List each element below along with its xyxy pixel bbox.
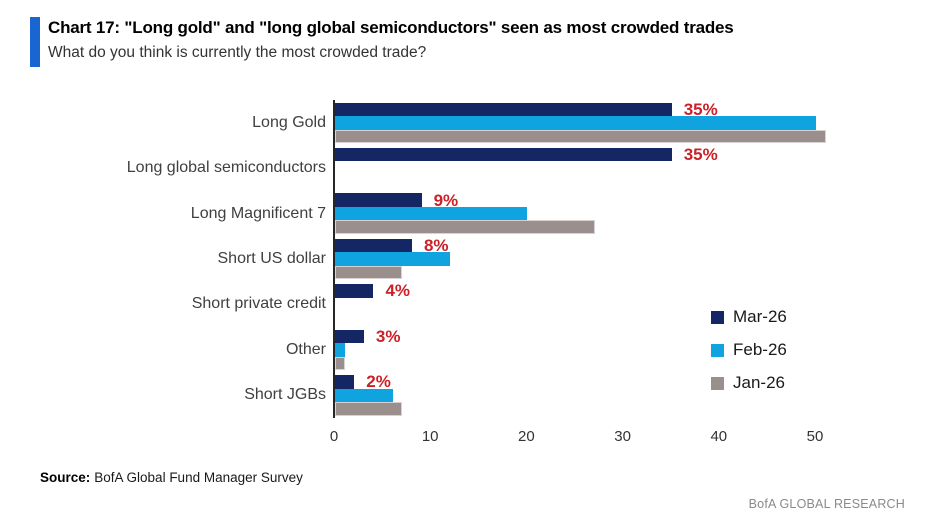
x-tick-label: 20 [518,428,535,445]
legend-swatch-icon [711,310,724,324]
bar-mar-26-7 [335,375,355,389]
category-label: Short JGBs [244,386,326,404]
legend-label: Feb-26 [733,340,787,359]
x-tick-label: 10 [421,428,439,445]
bar-jan-26-1 [335,129,826,143]
category-label: Long Gold [252,113,326,131]
x-tick-label: 50 [806,428,824,445]
value-label: 4% [385,281,411,301]
x-tick-label: 30 [614,428,631,445]
legend-label: Mar-26 [733,307,787,326]
source-note: Source: BofA Global Fund Manager Survey [40,470,303,485]
legend: Mar-26 Feb-26 Jan-26 [711,307,787,406]
bar-jan-26-3 [335,220,595,234]
y-axis-line [333,100,335,418]
value-label: 35% [683,145,718,165]
bar-jan-26-4 [335,265,403,280]
bar-mar-26-6 [335,329,364,344]
source-text: BofA Global Fund Manager Survey [94,470,303,485]
bar-feb-26-6 [335,343,345,357]
brand-note: BofA GLOBAL RESEARCH [748,497,905,511]
bar-mar-26-2 [335,147,672,162]
legend-label: Jan-26 [733,373,785,392]
legend-item: Jan-26 [711,373,787,393]
bar-mar-26-1 [335,102,672,116]
value-label: 2% [366,372,391,392]
chart-title: Chart 17: "Long gold" and "long global s… [48,18,734,37]
legend-swatch-icon [711,376,724,390]
legend-swatch-icon [711,343,724,357]
source-label: Source: [40,470,91,485]
bar-feb-26-1 [335,116,816,130]
bar-feb-26-4 [335,252,451,266]
title-accent-bar [30,17,40,67]
x-tick-label: 40 [710,428,728,445]
value-label: 3% [375,326,401,346]
value-label: 35% [683,99,718,119]
x-tick-label: 0 [329,428,339,445]
bar-mar-26-3 [335,193,422,207]
value-label: 9% [433,190,459,210]
category-label: Long Magnificent 7 [190,204,326,222]
bar-jan-26-6 [335,356,345,371]
bar-feb-26-7 [335,388,393,403]
category-label: Short US dollar [217,249,327,267]
bar-jan-26-7 [335,402,403,416]
bar-feb-26-3 [335,206,528,221]
bar-mar-26-4 [335,238,412,253]
category-label: Long global semiconductors [126,159,326,177]
category-label: Short private credit [191,295,326,313]
value-label: 8% [423,236,449,256]
chart-subtitle: What do you think is currently the most … [48,44,427,61]
legend-item: Feb-26 [711,340,787,360]
category-label: Other [285,340,326,358]
legend-item: Mar-26 [711,307,787,327]
bar-mar-26-5 [335,284,374,298]
